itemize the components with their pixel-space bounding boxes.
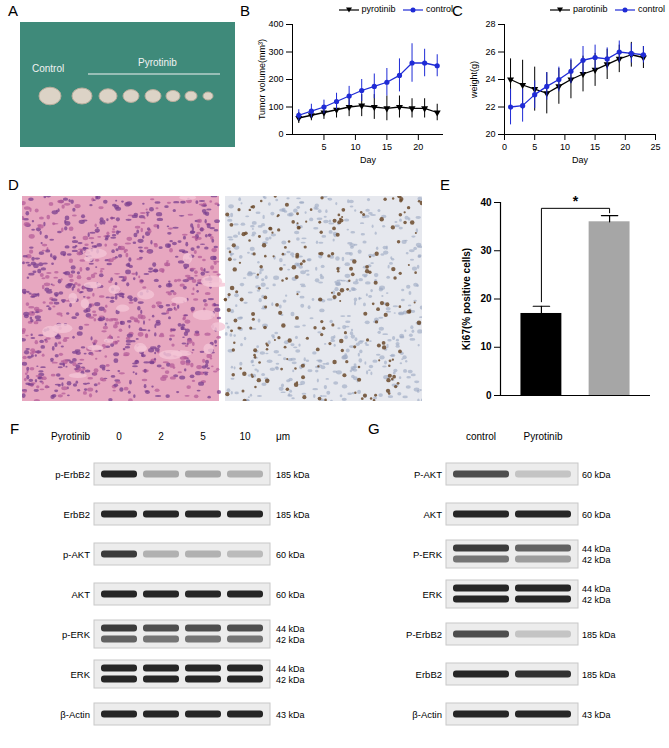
svg-text:5: 5 (200, 431, 206, 442)
svg-text:44 kDa: 44 kDa (276, 624, 305, 634)
svg-text:ErbB2: ErbB2 (64, 509, 90, 520)
html-text:D: D (8, 176, 19, 193)
svg-text:Day: Day (572, 155, 589, 165)
svg-text:20: 20 (620, 142, 630, 152)
svg-text:20: 20 (480, 293, 492, 304)
svg-text:ErbB2: ErbB2 (416, 669, 442, 680)
svg-text:24: 24 (485, 74, 495, 84)
svg-text:44 kDa: 44 kDa (276, 664, 305, 674)
svg-text:p-ErbB2: p-ErbB2 (55, 469, 90, 480)
html-text:control: control (423, 4, 453, 14)
svg-text:42 kDa: 42 kDa (582, 595, 611, 605)
svg-text:0: 0 (502, 142, 507, 152)
html-text:pyrotinib: pyrotinib (359, 4, 396, 14)
svg-text:100: 100 (268, 102, 283, 112)
svg-text:P-ERK: P-ERK (413, 549, 443, 560)
svg-text:185 kDa: 185 kDa (276, 510, 310, 520)
svg-text:Pyrotinib: Pyrotinib (524, 431, 563, 442)
svg-text:Pyrotinib: Pyrotinib (138, 57, 177, 68)
svg-text:60 kDa: 60 kDa (276, 590, 305, 600)
svg-text:20: 20 (413, 142, 423, 152)
svg-text:ERK: ERK (422, 589, 442, 600)
svg-text:185 kDa: 185 kDa (276, 470, 310, 480)
svg-text:0: 0 (278, 129, 283, 139)
svg-text:60 kDa: 60 kDa (582, 470, 611, 480)
svg-text:25: 25 (650, 142, 660, 152)
svg-text:2: 2 (158, 431, 164, 442)
svg-text:AKT: AKT (424, 509, 443, 520)
html-text:parotinib: parotinib (570, 4, 608, 14)
html-text:G: G (368, 420, 380, 437)
svg-text:44 kDa: 44 kDa (582, 544, 611, 554)
svg-text:*: * (573, 193, 579, 209)
svg-text:15: 15 (382, 142, 392, 152)
html-text:control: control (635, 4, 665, 14)
svg-text:μm: μm (276, 431, 290, 442)
html-text:E: E (440, 176, 450, 193)
svg-text:Control: Control (32, 63, 64, 74)
svg-text:43 kDa: 43 kDa (582, 710, 611, 720)
svg-text:p-AKT: p-AKT (63, 549, 90, 560)
svg-text:Day: Day (360, 155, 377, 165)
svg-text:β-Actin: β-Actin (60, 709, 90, 720)
svg-text:weight(g): weight(g) (469, 61, 479, 99)
svg-text:40: 40 (480, 197, 492, 208)
svg-text:ERK: ERK (70, 669, 90, 680)
svg-text:200: 200 (268, 74, 283, 84)
svg-text:Tumor volume(mm³): Tumor volume(mm³) (257, 39, 267, 120)
svg-text:p-ERK: p-ERK (62, 629, 91, 640)
svg-text:60 kDa: 60 kDa (582, 510, 611, 520)
svg-text:AKT: AKT (72, 589, 91, 600)
svg-text:β-Actin: β-Actin (412, 709, 442, 720)
html-text:A: A (8, 2, 18, 19)
html-text:F: F (10, 420, 20, 437)
svg-text:28: 28 (485, 19, 495, 29)
svg-text:Ki67(% positive cells): Ki67(% positive cells) (461, 248, 472, 350)
svg-text:30: 30 (480, 245, 492, 256)
svg-text:300: 300 (268, 47, 283, 57)
svg-text:10: 10 (560, 142, 570, 152)
svg-text:P-AKT: P-AKT (414, 469, 442, 480)
svg-text:22: 22 (485, 102, 495, 112)
svg-text:185 kDa: 185 kDa (582, 670, 616, 680)
svg-text:185 kDa: 185 kDa (582, 630, 616, 640)
svg-text:42 kDa: 42 kDa (276, 635, 305, 645)
svg-text:43 kDa: 43 kDa (276, 710, 305, 720)
svg-text:42 kDa: 42 kDa (276, 675, 305, 685)
svg-text:10: 10 (480, 341, 492, 352)
svg-text:60 kDa: 60 kDa (276, 550, 305, 560)
svg-text:15: 15 (590, 142, 600, 152)
svg-text:42 kDa: 42 kDa (582, 555, 611, 565)
html-text:B: B (240, 2, 250, 19)
svg-text:0: 0 (116, 431, 122, 442)
svg-text:44 kDa: 44 kDa (582, 584, 611, 594)
svg-text:5: 5 (532, 142, 537, 152)
svg-text:control: control (466, 431, 496, 442)
svg-text:26: 26 (485, 47, 495, 57)
svg-text:10: 10 (239, 431, 251, 442)
svg-text:20: 20 (485, 129, 495, 139)
svg-text:Pyrotinib: Pyrotinib (51, 431, 90, 442)
svg-text:0: 0 (486, 390, 492, 401)
svg-text:10: 10 (350, 142, 360, 152)
svg-text:400: 400 (268, 19, 283, 29)
html-text:C: C (452, 2, 463, 19)
svg-text:P-ErbB2: P-ErbB2 (406, 629, 442, 640)
svg-text:5: 5 (321, 142, 326, 152)
